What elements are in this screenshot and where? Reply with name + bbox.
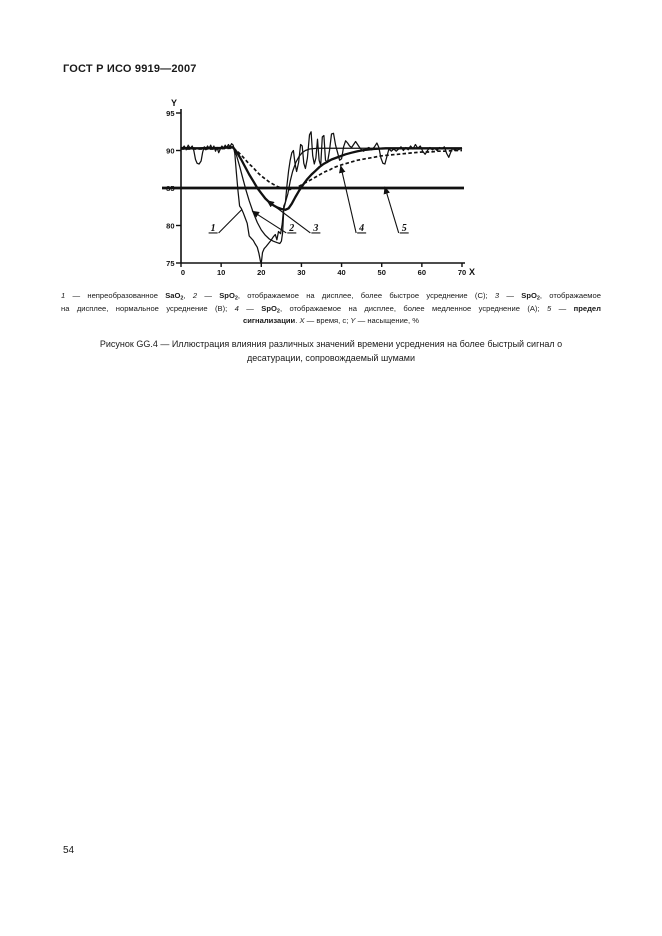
annotation-label-2: 2: [288, 223, 294, 234]
x-tick-label: 30: [297, 268, 305, 277]
annotation-leader-2: [251, 210, 287, 234]
y-tick-label: 95: [166, 109, 174, 118]
y-tick-label: 75: [166, 259, 174, 268]
x-tick-label: 70: [458, 268, 466, 277]
y-tick-label: 90: [166, 146, 174, 155]
page-number: 54: [63, 845, 75, 856]
y-axis-label: Y: [171, 98, 177, 108]
y-tick-label: 80: [166, 221, 174, 230]
annotation-leader-4: [339, 165, 357, 234]
annotation-label-3: 3: [312, 223, 318, 234]
x-tick-label: 0: [181, 268, 185, 277]
legend-line-2: на дисплее, нормальное усреднение (B); 4…: [61, 303, 601, 315]
x-tick-label: 20: [257, 268, 265, 277]
annotation-label-1: 1: [211, 223, 216, 234]
curve-4: [181, 147, 462, 191]
figure-legend: 1 — непреобразованное SaO2, 2 — SpO2, от…: [61, 291, 601, 327]
annotation-leader-5: [383, 186, 400, 234]
figure-caption: Рисунок GG.4 — Иллюстрация влияния разли…: [61, 338, 601, 365]
x-tick-label: 10: [217, 268, 225, 277]
annotation-leader-3: [266, 200, 311, 234]
annotation-label-4: 4: [358, 223, 364, 234]
x-axis-label: X: [469, 267, 475, 277]
figure-gg4-chart: 7580859095010203040506070YX12345: [140, 96, 490, 286]
x-tick-label: 50: [378, 268, 386, 277]
page-header: ГОСТ Р ИСО 9919—2007: [63, 63, 197, 75]
figure-caption-line-2: десатурации, сопровождаемый шумами: [247, 352, 415, 363]
x-tick-label: 40: [337, 268, 345, 277]
figure-caption-line-1: Рисунок GG.4 — Иллюстрация влияния разли…: [99, 339, 563, 349]
annotation-label-5: 5: [402, 223, 407, 234]
annotation-leader-1: [218, 209, 243, 234]
x-tick-label: 60: [418, 268, 426, 277]
saturation-chart-svg: 7580859095010203040506070YX12345: [162, 98, 475, 277]
legend-line-1: 1 — непреобразованное SaO2, 2 — SpO2, от…: [61, 291, 601, 302]
legend-line-3: сигнализации. X — время, с; Y — насыщени…: [242, 316, 420, 326]
curve-3: [181, 146, 462, 211]
